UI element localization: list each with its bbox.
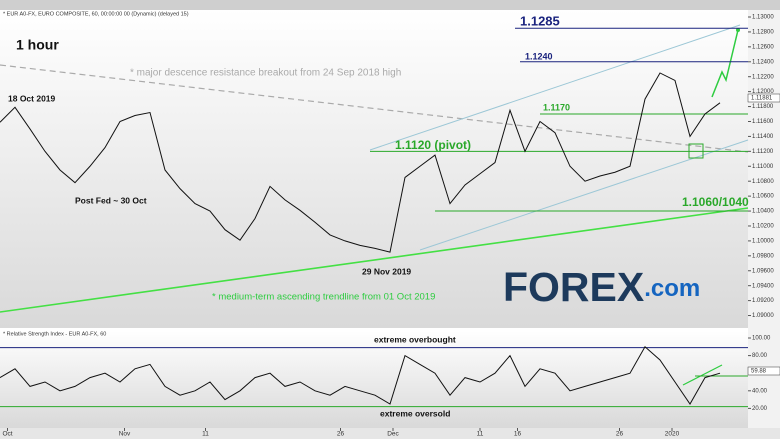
y-tick-label: 100.00 xyxy=(752,336,771,342)
y-tick-label: 1.11600 xyxy=(752,119,774,125)
x-tick-label: 26 xyxy=(337,431,345,438)
y-tick-label: 40.00 xyxy=(752,388,768,394)
annotation: * medium-term ascending trendline from 0… xyxy=(212,292,435,303)
x-tick-label: 16 xyxy=(514,431,522,438)
x-tick-label: 11 xyxy=(202,431,209,438)
y-tick-label: 1.11800 xyxy=(752,104,774,110)
header: * EUR A0-FX, EURO COMPOSITE, 60, 00:00:0… xyxy=(3,11,189,17)
x-tick-label: Oct xyxy=(2,431,12,438)
level-label: extreme overbought xyxy=(374,334,456,344)
y-tick-label: 1.12800 xyxy=(752,30,774,36)
x-axis-strip xyxy=(0,428,780,439)
y-tick-label: 1.13000 xyxy=(752,15,774,21)
rsi-panel xyxy=(0,331,748,428)
y-tick-label: 1.09600 xyxy=(752,268,774,274)
y-tick-label: 1.10800 xyxy=(752,179,774,185)
y-tick-label: 1.12000 xyxy=(752,89,774,95)
y-tick-label: 1.10600 xyxy=(752,194,774,200)
ascending-trendline xyxy=(0,207,749,313)
price-line xyxy=(0,72,721,253)
timeframe: 1 hour xyxy=(16,37,59,53)
x-tick-label: 11 xyxy=(477,431,484,438)
last-value-label: 59.88 xyxy=(751,369,767,375)
y-tick-label: 1.12200 xyxy=(752,74,774,80)
level-label: 1.1060/1040 xyxy=(682,195,749,209)
y-tick-label: 1.09200 xyxy=(752,298,774,304)
last-price-box xyxy=(747,93,780,103)
x-tick-label: Dec xyxy=(387,431,399,438)
y-tick-label: 1.10400 xyxy=(752,209,774,215)
x-tick-label: Nov xyxy=(119,431,131,438)
level-label: extreme oversold xyxy=(380,408,450,418)
y-tick-label: 80.00 xyxy=(752,353,768,359)
projection-tip xyxy=(736,28,740,32)
annotation: 18 Oct 2019 xyxy=(8,93,56,103)
annotation: Post Fed ~ 30 Oct xyxy=(75,195,147,205)
y-tick-label: 1.09800 xyxy=(752,253,774,259)
y-tick-label: 1.10200 xyxy=(752,224,774,230)
resistance-line xyxy=(0,64,749,153)
rsi-title: * Relative Strength Index - EUR A0-FX, 6… xyxy=(3,331,106,337)
annotation: 29 Nov 2019 xyxy=(362,266,411,276)
toolbar xyxy=(0,0,780,10)
last-value-label: 1.11881 xyxy=(751,96,773,102)
y-tick-label: 1.11000 xyxy=(752,164,774,170)
channel-upper xyxy=(369,24,741,151)
level-label: 1.1120 (pivot) xyxy=(395,138,471,152)
price-line xyxy=(0,346,721,405)
x-tick-label: 26 xyxy=(616,431,624,438)
rsi-trendline xyxy=(682,364,723,386)
logo: FOREX.com xyxy=(503,264,700,310)
y-tick-label: 20.00 xyxy=(752,406,768,412)
y-tick-label: 1.11400 xyxy=(752,134,774,140)
y-tick-label: 1.09000 xyxy=(752,313,774,319)
y-axis-strip xyxy=(748,10,780,428)
y-tick-label: 1.10000 xyxy=(752,238,774,244)
y-tick-label: 1.11200 xyxy=(752,149,774,155)
y-tick-label: 1.12600 xyxy=(752,44,774,50)
level-label: 1.1285 xyxy=(520,13,560,28)
y-tick-label: 1.09400 xyxy=(752,283,774,289)
projection-arrow xyxy=(711,29,739,98)
level-label: 1.1170 xyxy=(543,102,570,112)
annotation: * major descence resistance breakout fro… xyxy=(130,68,401,79)
level-label: 1.1240 xyxy=(525,51,553,61)
x-tick-label: 2020 xyxy=(665,431,680,438)
last-rsi-box xyxy=(747,366,780,376)
y-tick-label: 1.12400 xyxy=(752,59,774,65)
